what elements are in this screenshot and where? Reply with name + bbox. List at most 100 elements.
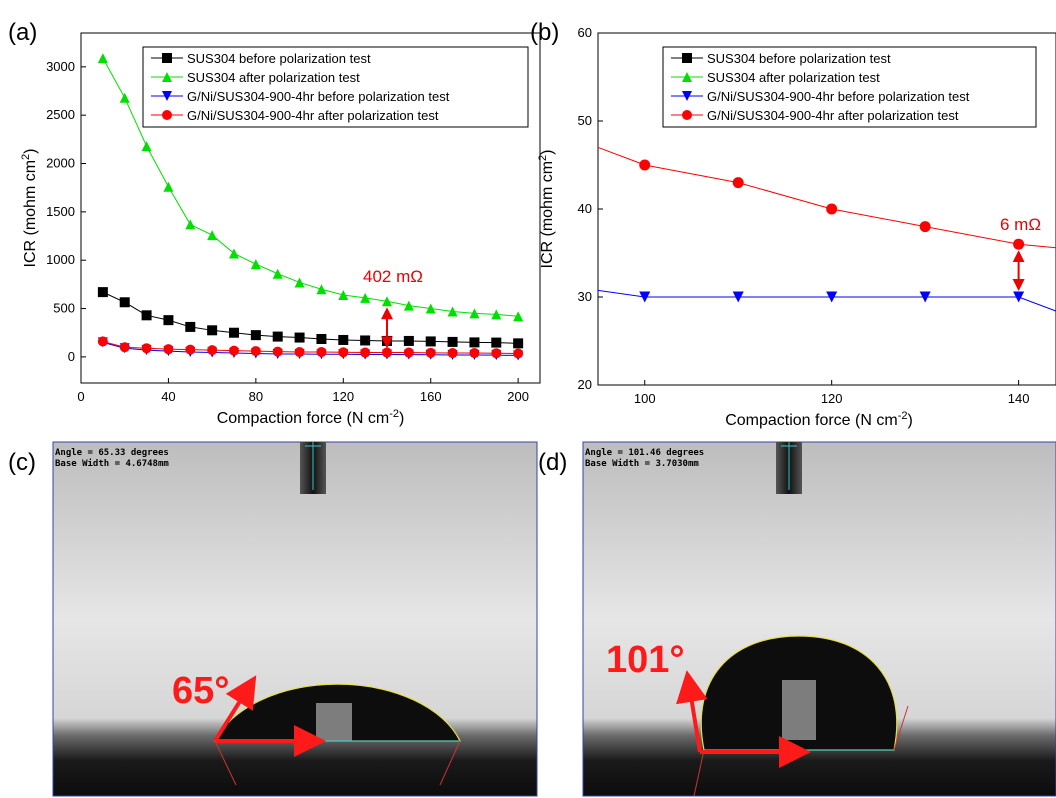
marker (1013, 238, 1025, 250)
panel-label: (d) (538, 449, 567, 476)
x-tick-label: 120 (821, 391, 843, 406)
marker (185, 321, 196, 332)
y-tick-label: 1500 (46, 204, 75, 219)
marker (732, 291, 744, 303)
legend-label: SUS304 after polarization test (707, 70, 880, 85)
marker (491, 309, 502, 320)
y-tick-label: 500 (53, 301, 75, 316)
marker (425, 336, 436, 347)
legend-label: G/Ni/SUS304-900-4hr before polarization … (707, 89, 970, 104)
x-axis-label: Compaction force (N cm-2) (217, 408, 405, 427)
legend-marker (162, 110, 172, 120)
marker (513, 311, 524, 322)
marker (294, 277, 305, 288)
legend-marker (682, 91, 692, 101)
x-label-part: Compaction force (N cm (725, 412, 898, 429)
y-axis-label: ICR (mohm cm2) (20, 148, 39, 267)
y-label-part: ) (22, 148, 39, 153)
x-label-part: ) (399, 410, 404, 427)
marker (97, 287, 108, 298)
marker (546, 124, 557, 135)
marker (272, 346, 283, 357)
y-tick-label: 40 (578, 201, 592, 216)
marker (1013, 291, 1025, 303)
marker (447, 348, 458, 359)
annotation: 6 mΩ (1000, 215, 1041, 234)
photo-c (52, 441, 538, 797)
x-tick-label: 0 (77, 389, 84, 404)
marker (185, 219, 196, 230)
marker (403, 347, 414, 358)
marker (141, 343, 152, 354)
y-tick-label: 2500 (46, 107, 75, 122)
x-axis-label: Compaction force (N cm-2) (725, 410, 913, 429)
marker (447, 336, 458, 347)
annotation: 402 mΩ (363, 267, 423, 286)
legend-box (142, 46, 529, 128)
marker (513, 338, 524, 349)
photo-d (582, 441, 1056, 797)
angle-text: Angle = 65.33 degrees (55, 448, 169, 458)
angle-label: 65° (172, 670, 229, 712)
legend-marker (682, 110, 692, 120)
marker (272, 268, 283, 279)
marker (469, 337, 480, 348)
marker (250, 330, 261, 341)
legend-label: G/Ni/SUS304-900-4hr after polarization t… (707, 108, 959, 123)
y-tick-label: 0 (68, 349, 75, 364)
marker (163, 344, 174, 355)
marker (272, 331, 283, 342)
marker (639, 291, 651, 303)
x-label-part: -2 (898, 410, 908, 422)
marker (338, 334, 349, 345)
panel-label: (a) (8, 19, 37, 46)
y-label-part: 2 (20, 154, 32, 160)
marker (919, 221, 931, 233)
marker (360, 335, 371, 346)
marker (338, 347, 349, 358)
y-tick-label: 2000 (46, 156, 75, 171)
y-label-part: ICR (mohm cm (22, 160, 39, 268)
y-tick-label: 60 (578, 25, 592, 40)
y-axis-label: ICR (mohm cm2) (537, 149, 556, 268)
legend-label: SUS304 before polarization test (187, 51, 371, 66)
y-tick-label: 50 (578, 113, 592, 128)
legend-marker (162, 53, 172, 63)
marker (732, 177, 744, 189)
marker (250, 259, 261, 270)
marker (207, 345, 218, 356)
legend-label: G/Ni/SUS304-900-4hr before polarization … (187, 89, 450, 104)
marker (469, 308, 480, 319)
marker (338, 290, 349, 301)
marker (207, 325, 218, 336)
marker (229, 327, 239, 338)
marker (119, 297, 130, 308)
x-label-part: Compaction force (N cm (217, 410, 390, 427)
marker (403, 335, 414, 346)
legend-marker (162, 72, 172, 82)
y-label-part: 2 (537, 155, 549, 161)
y-tick-label: 30 (578, 289, 592, 304)
marker (207, 230, 218, 241)
marker (360, 292, 371, 303)
marker (141, 141, 152, 152)
x-tick-label: 100 (634, 391, 656, 406)
series-line (598, 146, 1056, 249)
legend-label: SUS304 before polarization test (707, 51, 891, 66)
width-text: Base Width = 4.6748mm (55, 458, 169, 469)
y-label-part: ICR (mohm cm (539, 161, 556, 269)
marker (491, 348, 502, 359)
marker (425, 347, 436, 358)
x-tick-label: 40 (161, 389, 175, 404)
marker (97, 336, 108, 347)
y-tick-label: 1000 (46, 252, 75, 267)
marker (919, 291, 931, 303)
legend-marker (682, 53, 692, 63)
marker (447, 306, 458, 317)
angle-label: 101° (606, 639, 685, 681)
legend-label: G/Ni/SUS304-900-4hr after polarization t… (187, 108, 439, 123)
marker (250, 346, 261, 357)
series-line (102, 57, 519, 317)
marker (97, 53, 108, 64)
x-tick-label: 160 (420, 389, 442, 404)
